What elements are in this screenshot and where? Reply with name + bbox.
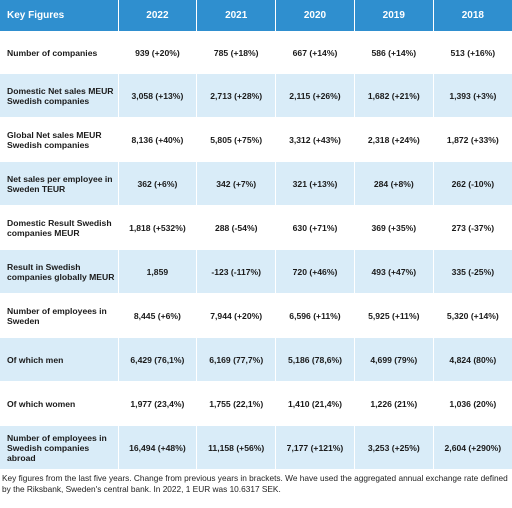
- table-cell: 586 (+14%): [354, 31, 434, 74]
- row-label: Of which women: [0, 381, 119, 426]
- table-cell: 1,818 (+532%): [118, 205, 198, 250]
- table-cell: 1,977 (23,4%): [118, 381, 198, 426]
- table-row: Global Net sales MEUR Swedish companies 8…: [0, 117, 512, 162]
- table-cell: 630 (+71%): [275, 205, 355, 250]
- table-row: Net sales per employee in Sweden TEUR 362…: [0, 161, 512, 206]
- table-cell: 273 (-37%): [433, 205, 512, 250]
- table-cell: 939 (+20%): [118, 31, 198, 74]
- table-cell: 4,699 (79%): [354, 337, 434, 382]
- table-cell: 1,226 (21%): [354, 381, 434, 426]
- table-cell: 2,713 (+28%): [196, 73, 277, 118]
- row-label: Number of companies: [0, 31, 119, 74]
- table-cell: 4,824 (80%): [433, 337, 512, 382]
- table-row: Number of employees in Swedish companies…: [0, 425, 512, 469]
- row-label: Of which men: [0, 337, 119, 382]
- table-cell: 288 (-54%): [196, 205, 277, 250]
- table-cell: 1,859: [118, 249, 198, 294]
- table-cell: 6,429 (76,1%): [118, 337, 198, 382]
- table-row: Domestic Result Swedish companies MEUR 1,…: [0, 205, 512, 250]
- table-row: Number of companies 939 (+20%) 785 (+18%) 6…: [0, 31, 512, 74]
- table-cell: 3,253 (+25%): [354, 425, 434, 469]
- column-header: 2022: [118, 0, 198, 32]
- table-cell: 8,136 (+40%): [118, 117, 198, 162]
- table-cell: 16,494 (+48%): [118, 425, 198, 469]
- table-cell: 1,036 (20%): [433, 381, 512, 426]
- table-row: Domestic Net sales MEUR Swedish companie…: [0, 73, 512, 118]
- row-label: Number of employees in Swedish companies…: [0, 425, 119, 469]
- table-row: Result in Swedish companies globally MEU…: [0, 249, 512, 294]
- table-cell: 1,755 (22,1%): [196, 381, 277, 426]
- table-cell: 1,393 (+3%): [433, 73, 512, 118]
- column-header: 2018: [433, 0, 512, 32]
- table-cell: 5,805 (+75%): [196, 117, 277, 162]
- table-cell: 11,158 (+56%): [196, 425, 277, 469]
- column-header: 2021: [196, 0, 277, 32]
- table-cell: 2,318 (+24%): [354, 117, 434, 162]
- table-cell: 1,682 (+21%): [354, 73, 434, 118]
- row-label: Result in Swedish companies globally MEU…: [0, 249, 119, 294]
- column-header: Key Figures: [0, 0, 119, 32]
- table-cell: 5,186 (78,6%): [275, 337, 355, 382]
- table-cell: 5,925 (+11%): [354, 293, 434, 338]
- table-cell: 2,115 (+26%): [275, 73, 355, 118]
- table-cell: 493 (+47%): [354, 249, 434, 294]
- table-cell: 262 (-10%): [433, 161, 512, 206]
- key-figures-table: Key Figures 2022 2021 2020 2019 2018 Num…: [0, 0, 512, 469]
- table-cell: 513 (+16%): [433, 31, 512, 74]
- table-cell: 1,872 (+33%): [433, 117, 512, 162]
- table-row: Of which women 1,977 (23,4%) 1,755 (22,1%)…: [0, 381, 512, 426]
- table-cell: 3,058 (+13%): [118, 73, 198, 118]
- table-cell: 6,169 (77,7%): [196, 337, 277, 382]
- row-label: Net sales per employee in Sweden TEUR: [0, 161, 119, 206]
- table-cell: 1,410 (21,4%): [275, 381, 355, 426]
- column-header: 2020: [275, 0, 355, 32]
- row-label: Global Net sales MEUR Swedish companies: [0, 117, 119, 162]
- table-footnote: Key figures from the last five years. Ch…: [2, 473, 508, 494]
- table-cell: 785 (+18%): [196, 31, 277, 74]
- table-cell: 369 (+35%): [354, 205, 434, 250]
- table-cell: 7,944 (+20%): [196, 293, 277, 338]
- table-cell: 284 (+8%): [354, 161, 434, 206]
- header-row: Key Figures 2022 2021 2020 2019 2018: [0, 0, 512, 32]
- table-cell: 720 (+46%): [275, 249, 355, 294]
- table-cell: 667 (+14%): [275, 31, 355, 74]
- table-cell: 7,177 (+121%): [275, 425, 355, 469]
- table-cell: 342 (+7%): [196, 161, 277, 206]
- row-label: Domestic Net sales MEUR Swedish companie…: [0, 73, 119, 118]
- row-label: Number of employees in Sweden: [0, 293, 119, 338]
- table-cell: 362 (+6%): [118, 161, 198, 206]
- table-cell: -123 (-117%): [196, 249, 277, 294]
- table-cell: 5,320 (+14%): [433, 293, 512, 338]
- table-cell: 321 (+13%): [275, 161, 355, 206]
- table-cell: 6,596 (+11%): [275, 293, 355, 338]
- table-cell: 3,312 (+43%): [275, 117, 355, 162]
- table-row: Number of employees in Sweden 8,445 (+6%)…: [0, 293, 512, 338]
- table-row: Of which men 6,429 (76,1%) 6,169 (77,7%) 5,…: [0, 337, 512, 382]
- row-label: Domestic Result Swedish companies MEUR: [0, 205, 119, 250]
- table-cell: 8,445 (+6%): [118, 293, 198, 338]
- column-header: 2019: [354, 0, 434, 32]
- table-cell: 335 (-25%): [433, 249, 512, 294]
- table-cell: 2,604 (+290%): [433, 425, 512, 469]
- table-body: Number of companies 939 (+20%) 785 (+18%) 6…: [0, 31, 512, 469]
